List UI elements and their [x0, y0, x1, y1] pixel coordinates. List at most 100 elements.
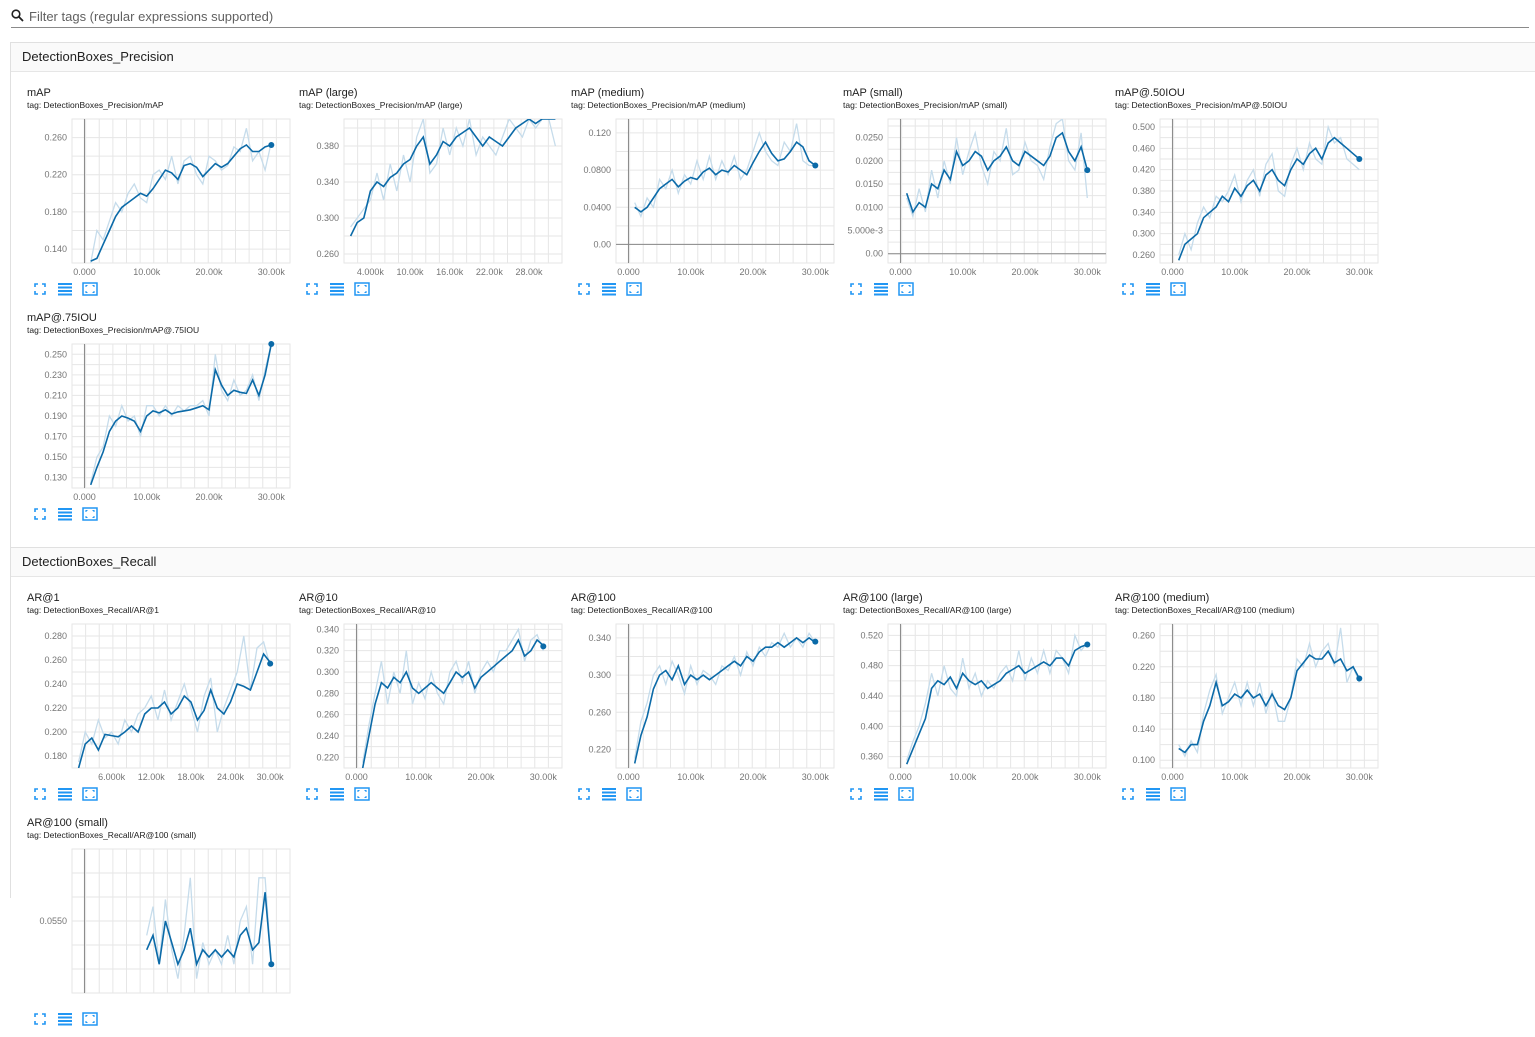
x-tick-label: 10.00k [133, 267, 161, 277]
fit-domain-button[interactable] [82, 281, 98, 297]
data-table-button[interactable] [329, 281, 345, 297]
x-tick-label: 20.00k [740, 267, 768, 277]
data-table-button[interactable] [1145, 281, 1161, 297]
chart-tag: tag: DetectionBoxes_Precision/mAP (mediu… [571, 100, 746, 110]
scalar-card: AR@100 (small) tag: DetectionBoxes_Recall… [27, 817, 292, 1037]
section-header[interactable]: DetectionBoxes_Precision [11, 43, 1535, 72]
fullscreen-button[interactable] [576, 281, 592, 297]
fit-domain-icon [626, 787, 642, 801]
data-table-button[interactable] [1145, 786, 1161, 802]
chart-title: AR@100 [571, 592, 616, 604]
y-tick-label: 0.340 [316, 177, 339, 187]
fullscreen-button[interactable] [848, 786, 864, 802]
chart-tag: tag: DetectionBoxes_Recall/AR@100 (large… [843, 605, 1012, 615]
fullscreen-button[interactable] [848, 281, 864, 297]
line-chart[interactable]: 0.220 0.240 0.260 0.280 0.300 0.320 0.340 0.000… [299, 614, 564, 784]
fit-domain-button[interactable] [626, 281, 642, 297]
data-table-button[interactable] [329, 786, 345, 802]
x-tick-label: 10.00k [405, 772, 433, 782]
chart-grid [615, 623, 835, 769]
y-tick-label: 0.0800 [583, 165, 611, 175]
series-smoothed-line [1177, 136, 1360, 261]
fit-domain-button[interactable] [82, 1011, 98, 1027]
fit-domain-icon [898, 787, 914, 801]
last-value-point [812, 162, 819, 169]
fit-domain-button[interactable] [82, 786, 98, 802]
plot-frame [71, 118, 291, 264]
data-table-button[interactable] [57, 786, 73, 802]
y-tick-label: 0.400 [860, 721, 883, 731]
line-chart[interactable]: 0.00 5.000e-3 0.0100 0.0150 0.0200 0.0250 0.00… [843, 109, 1108, 279]
fullscreen-button[interactable] [1120, 281, 1136, 297]
line-chart[interactable]: 0.140 0.180 0.220 0.260 0.000 10.00k 20.00k 30.… [27, 109, 292, 279]
line-chart[interactable]: 0.180 0.200 0.220 0.240 0.260 0.280 6.000k 12.0… [27, 614, 292, 784]
fullscreen-button[interactable] [304, 786, 320, 802]
line-chart[interactable]: 0.220 0.260 0.300 0.340 0.000 10.00k 20.00k 30.… [571, 614, 836, 784]
plot-frame [887, 623, 1107, 769]
fit-domain-button[interactable] [898, 786, 914, 802]
fullscreen-button[interactable] [1120, 786, 1136, 802]
section-header[interactable]: DetectionBoxes_Recall [11, 548, 1535, 577]
series-raw-line [146, 877, 272, 979]
fullscreen-button[interactable] [576, 786, 592, 802]
chart-grid [71, 343, 291, 489]
fullscreen-icon [34, 283, 46, 295]
scalar-card: mAP (small) tag: DetectionBoxes_Precision… [843, 87, 1108, 307]
data-table-button[interactable] [601, 786, 617, 802]
scalar-card: AR@100 tag: DetectionBoxes_Recall/AR@100 0… [571, 592, 836, 812]
line-chart[interactable]: 0.130 0.150 0.170 0.190 0.210 0.230 0.250 0.000… [27, 334, 292, 504]
x-tick-label: 0.000 [617, 267, 640, 277]
x-tick-label: 10.00k [949, 772, 977, 782]
y-tick-label: 0.220 [44, 703, 67, 713]
data-table-button[interactable] [601, 281, 617, 297]
x-tick-label: 28.00k [515, 267, 543, 277]
y-tick-label: 0.260 [316, 710, 339, 720]
line-chart[interactable]: 0.100 0.140 0.180 0.220 0.260 0.000 10.00k 20.0… [1115, 614, 1380, 784]
x-tick-label: 24.00k [217, 772, 245, 782]
line-chart[interactable]: 0.260 0.300 0.340 0.380 4.000k 10.00k 16.00k 22… [299, 109, 564, 279]
scalar-card: AR@10 tag: DetectionBoxes_Recall/AR@10 0.2… [299, 592, 564, 812]
y-tick-label: 0.300 [588, 670, 611, 680]
y-tick-label: 0.220 [1132, 662, 1155, 672]
filter-tags-input[interactable] [29, 6, 1519, 26]
line-chart[interactable]: 0.260 0.300 0.340 0.380 0.420 0.460 0.500 0.000… [1115, 109, 1380, 279]
fullscreen-button[interactable] [32, 1011, 48, 1027]
y-tick-label: 0.440 [860, 691, 883, 701]
x-tick-label: 4.000k [357, 267, 385, 277]
data-table-button[interactable] [873, 281, 889, 297]
y-tick-label: 0.0250 [855, 133, 883, 143]
fullscreen-icon [34, 788, 46, 800]
fit-domain-button[interactable] [1170, 281, 1186, 297]
fullscreen-button[interactable] [32, 281, 48, 297]
fit-domain-button[interactable] [82, 506, 98, 522]
x-tick-label: 20.00k [740, 772, 768, 782]
fit-domain-button[interactable] [626, 786, 642, 802]
fit-domain-button[interactable] [898, 281, 914, 297]
y-tick-label: 0.300 [316, 213, 339, 223]
data-table-button[interactable] [873, 786, 889, 802]
data-table-button[interactable] [57, 281, 73, 297]
data-table-button[interactable] [57, 1011, 73, 1027]
chart-title: AR@1 [27, 592, 60, 604]
line-chart[interactable]: 0.360 0.400 0.440 0.480 0.520 0.000 10.00k 20.0… [843, 614, 1108, 784]
series-smoothed-line [1178, 649, 1361, 754]
y-tick-label: 0.150 [44, 452, 67, 462]
fit-domain-button[interactable] [354, 281, 370, 297]
fullscreen-icon [850, 788, 862, 800]
fullscreen-button[interactable] [304, 281, 320, 297]
series-raw-line [362, 627, 544, 763]
fullscreen-button[interactable] [32, 506, 48, 522]
y-tick-label: 0.130 [44, 473, 67, 483]
chart-tag: tag: DetectionBoxes_Precision/mAP@.75IOU [27, 325, 200, 335]
y-tick-label: 0.280 [316, 688, 339, 698]
fullscreen-button[interactable] [32, 786, 48, 802]
fit-domain-button[interactable] [1170, 786, 1186, 802]
line-chart[interactable]: 0.00 0.0400 0.0800 0.120 0.000 10.00k 20.00k 30… [571, 109, 836, 279]
plot-frame [71, 623, 291, 769]
data-table-button[interactable] [57, 506, 73, 522]
line-chart[interactable]: 0.0550 [27, 839, 292, 1009]
scalar-card: mAP (medium) tag: DetectionBoxes_Precisio… [571, 87, 836, 307]
x-tick-label: 0.000 [1161, 267, 1184, 277]
fit-domain-button[interactable] [354, 786, 370, 802]
y-tick-label: 0.300 [1132, 229, 1155, 239]
